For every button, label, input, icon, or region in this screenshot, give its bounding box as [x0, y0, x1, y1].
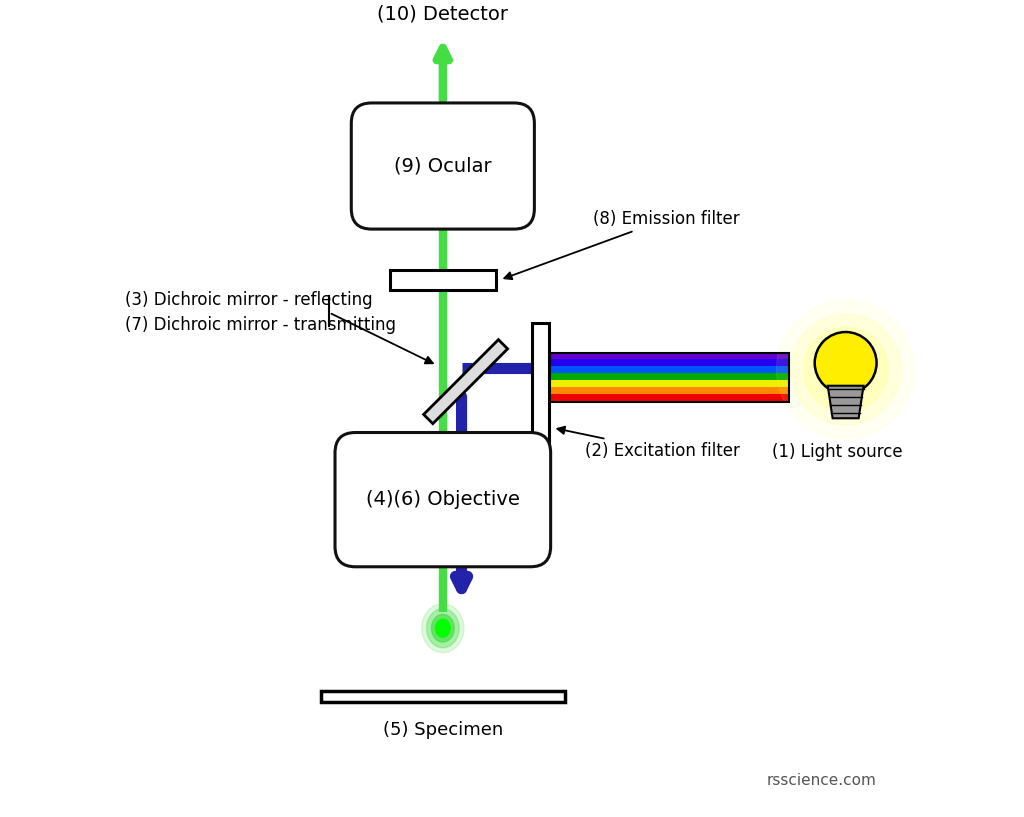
Bar	[321, 691, 565, 703]
Bar	[532, 323, 549, 449]
Bar	[549, 353, 788, 402]
Bar	[549, 395, 788, 402]
Bar	[549, 366, 788, 374]
Text: (8) Emission filter: (8) Emission filter	[504, 210, 740, 279]
Circle shape	[776, 301, 914, 439]
Text: (9) Ocular: (9) Ocular	[394, 157, 492, 176]
Bar	[549, 359, 788, 367]
Bar	[549, 373, 788, 381]
Circle shape	[791, 314, 901, 425]
Circle shape	[815, 332, 877, 394]
Text: (3) Dichroic mirror - reflecting: (3) Dichroic mirror - reflecting	[126, 292, 373, 310]
Text: (2) Excitation filter: (2) Excitation filter	[557, 426, 740, 460]
Bar	[390, 270, 496, 290]
Text: (5) Specimen: (5) Specimen	[383, 721, 503, 739]
Polygon shape	[827, 386, 863, 418]
Polygon shape	[424, 340, 508, 424]
Text: (1) Light source: (1) Light source	[772, 443, 903, 461]
FancyBboxPatch shape	[335, 432, 551, 567]
Ellipse shape	[422, 604, 464, 653]
Bar	[549, 387, 788, 395]
FancyBboxPatch shape	[351, 103, 535, 229]
Ellipse shape	[435, 619, 451, 637]
Text: (4)(6) Objective: (4)(6) Objective	[366, 490, 520, 509]
Text: (10) Detector: (10) Detector	[377, 5, 508, 24]
Ellipse shape	[431, 614, 455, 642]
Text: rsscience.com: rsscience.com	[766, 773, 877, 788]
Ellipse shape	[427, 609, 459, 648]
Circle shape	[803, 327, 888, 412]
Bar	[549, 380, 788, 388]
Text: (7) Dichroic mirror - transmitting: (7) Dichroic mirror - transmitting	[126, 315, 396, 333]
Bar	[549, 352, 788, 360]
